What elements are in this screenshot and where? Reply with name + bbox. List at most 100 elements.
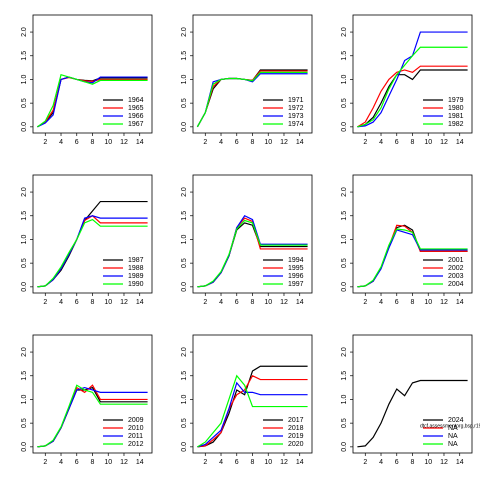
x-tick-label: 14: [296, 459, 304, 466]
legend-label: 1997: [288, 281, 304, 288]
y-tick-label: 1.5: [181, 211, 188, 221]
x-tick-label: 14: [296, 139, 304, 146]
y-tick-label: 0.5: [181, 418, 188, 428]
y-tick-label: 0.5: [181, 258, 188, 268]
legend-label: 2002: [448, 265, 464, 272]
series-line: [197, 219, 308, 288]
panel: 2 4 6 8 10 12 14 0.0 0.5 1.0 1.5 2.0 200920102011201…: [21, 334, 153, 466]
y-tick-label: 0.0: [21, 442, 28, 452]
x-tick-label: 2: [43, 139, 47, 146]
series-line: [197, 381, 308, 448]
x-tick-label: 10: [104, 139, 112, 146]
panel: 2 4 6 8 10 12 14 0.0 0.5 1.0 1.5 2.0 199419951996199…: [181, 174, 313, 306]
legend-label: 1974: [288, 121, 304, 128]
y-tick-label: 1.5: [181, 371, 188, 381]
series-line: [197, 214, 308, 288]
y-tick-label: 0.0: [21, 282, 28, 292]
series-line: [197, 365, 308, 448]
x-tick-label: 6: [395, 139, 399, 146]
x-tick-label: 8: [91, 139, 95, 146]
series-line: [357, 65, 468, 128]
series-line: [357, 379, 468, 448]
series-line: [196, 73, 308, 128]
x-tick-label: 6: [75, 459, 79, 466]
x-tick-label: 6: [75, 139, 79, 146]
x-tick-label: 2: [203, 139, 207, 146]
annotation: dtcf.assessmentorg,bsp,r19220_plt1cc4dd8…: [420, 423, 480, 429]
x-tick-label: 12: [280, 299, 288, 306]
x-tick-label: 6: [395, 299, 399, 306]
y-tick-label: 0.0: [341, 282, 348, 292]
x-tick-label: 8: [91, 299, 95, 306]
legend-label: 2003: [448, 273, 464, 280]
y-tick-label: 1.5: [21, 371, 28, 381]
y-tick-label: 1.0: [21, 234, 28, 244]
x-tick-label: 8: [411, 459, 415, 466]
x-tick-label: 6: [235, 299, 239, 306]
legend-label: 1989: [128, 273, 144, 280]
y-tick-label: 0.5: [341, 418, 348, 428]
legend-label: 2018: [288, 425, 304, 432]
legend-label: 1987: [128, 257, 144, 264]
x-tick-label: 10: [424, 299, 432, 306]
x-tick-label: 8: [91, 459, 95, 466]
x-tick-label: 4: [59, 459, 63, 466]
legend-label: 1995: [288, 265, 304, 272]
series-line: [357, 229, 468, 288]
y-tick-label: 2.0: [21, 347, 28, 357]
y-tick-label: 0.5: [181, 98, 188, 108]
y-tick-label: 0.0: [341, 442, 348, 452]
x-tick-label: 14: [456, 299, 464, 306]
y-tick-label: 1.5: [181, 51, 188, 61]
x-tick-label: 10: [264, 459, 272, 466]
y-tick-label: 2.0: [21, 27, 28, 37]
x-tick-label: 12: [120, 299, 128, 306]
x-tick-label: 14: [296, 299, 304, 306]
legend-label: 1982: [448, 121, 464, 128]
x-tick-label: 2: [43, 459, 47, 466]
x-tick-label: 12: [440, 139, 448, 146]
y-tick-label: 1.5: [341, 371, 348, 381]
legend-label: 1979: [448, 97, 464, 104]
series-line: [197, 374, 308, 448]
legend-label: 2020: [288, 441, 304, 448]
series-line: [357, 228, 468, 288]
y-tick-label: 0.0: [181, 122, 188, 132]
y-tick-label: 0.0: [181, 282, 188, 292]
x-tick-label: 8: [411, 299, 415, 306]
legend-label: 2010: [128, 425, 144, 432]
x-tick-label: 4: [59, 299, 63, 306]
legend-label: 1988: [128, 265, 144, 272]
x-tick-label: 12: [440, 299, 448, 306]
series-line: [37, 384, 148, 448]
series-line: [37, 218, 148, 288]
x-tick-label: 4: [379, 299, 383, 306]
legend-label: 2017: [288, 417, 304, 424]
y-tick-label: 1.0: [21, 394, 28, 404]
legend-label: NA: [448, 433, 458, 440]
legend-label: 1973: [288, 113, 304, 120]
y-tick-label: 1.0: [341, 394, 348, 404]
legend-label: 2024: [448, 417, 464, 424]
x-tick-label: 8: [251, 299, 255, 306]
y-tick-label: 1.0: [341, 234, 348, 244]
y-tick-label: 0.0: [341, 122, 348, 132]
legend-label: 1972: [288, 105, 304, 112]
x-tick-label: 14: [456, 459, 464, 466]
x-tick-label: 4: [379, 139, 383, 146]
panel: 2 4 6 8 10 12 140.00.51.01.52.02024NANANAdtcf.…: [341, 334, 480, 466]
legend-label: 1964: [128, 97, 144, 104]
y-tick-label: 0.5: [341, 98, 348, 108]
panel: 2 4 6 8 10 12 14 0.0 0.5 1.0 1.5 2.0 198719881989199…: [21, 174, 153, 306]
x-tick-label: 12: [120, 459, 128, 466]
legend-label: 1981: [448, 113, 464, 120]
panel: 2 4 6 8 10 12 14 0.0 0.5 1.0 1.5 2.0 197119721973197…: [181, 14, 313, 146]
panel: 2 4 6 8 10 12 14 0.0 0.5 1.0 1.5 2.0 196419651966196…: [21, 14, 153, 146]
y-tick-label: 1.0: [341, 74, 348, 84]
legend-label: NA: [448, 425, 458, 432]
legend-label: 2001: [448, 257, 464, 264]
x-tick-label: 10: [104, 459, 112, 466]
x-tick-label: 12: [120, 139, 128, 146]
y-tick-label: 1.0: [21, 74, 28, 84]
legend-label: 1990: [128, 281, 144, 288]
